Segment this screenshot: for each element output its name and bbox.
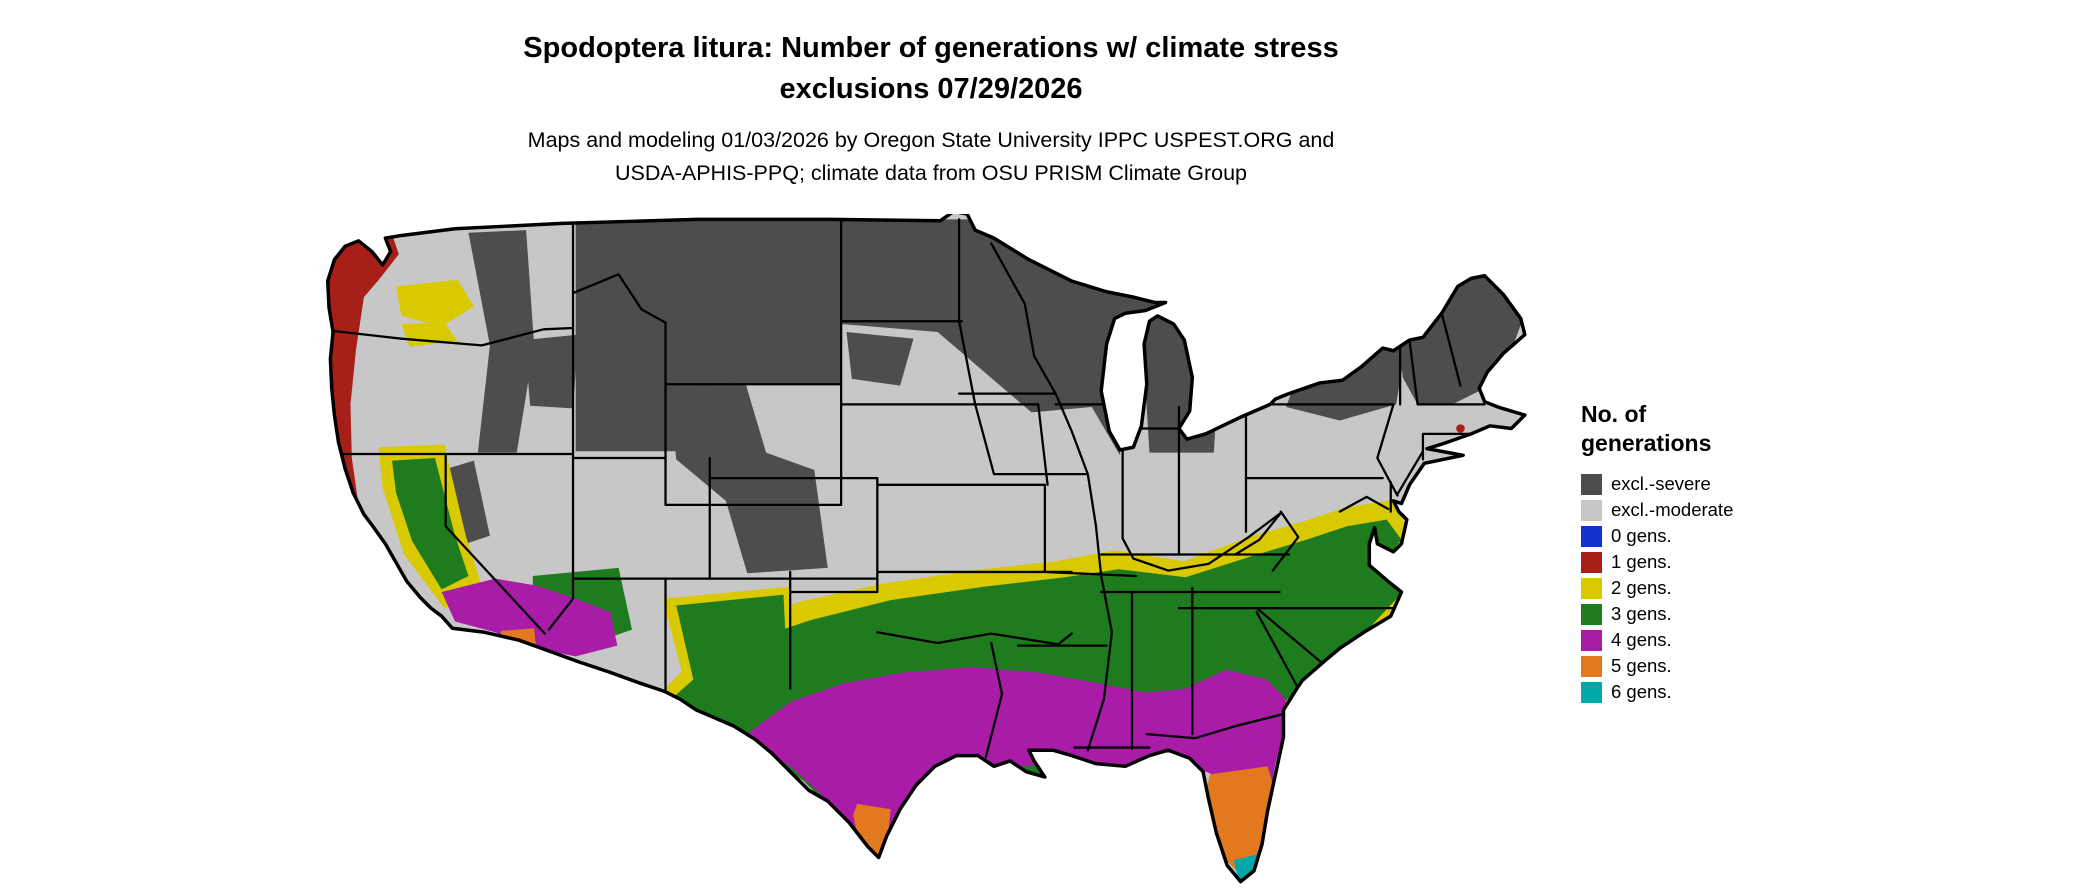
legend-label-gens6: 6 gens.	[1611, 681, 1672, 702]
map-fill-layers	[327, 214, 1525, 882]
legend-item-excl_moderate: excl.-moderate	[1581, 497, 1733, 523]
legend-label-gens4: 4 gens.	[1611, 629, 1672, 650]
legend-swatch-gens4	[1581, 629, 1602, 651]
legend-item-gens0: 0 gens.	[1581, 523, 1733, 549]
legend-label-gens3: 3 gens.	[1611, 603, 1672, 624]
legend-item-gens3: 3 gens.	[1581, 601, 1733, 627]
legend-label-gens1: 1 gens.	[1611, 551, 1672, 572]
map-title: Spodoptera litura: Number of generations…	[0, 28, 1862, 110]
map-title-line1: Spodoptera litura: Number of generations…	[523, 32, 1339, 64]
legend-title-line1: No. of	[1581, 401, 1647, 427]
legend-item-gens1: 1 gens.	[1581, 549, 1733, 575]
legend-swatch-gens6	[1581, 681, 1602, 703]
legend-swatch-gens2	[1581, 577, 1602, 599]
map-subtitle-line2: USDA-APHIS-PPQ; climate data from OSU PR…	[614, 161, 1248, 185]
us-map-svg	[325, 214, 1527, 884]
map-subtitle-line1: Maps and modeling 01/03/2026 by Oregon S…	[527, 128, 1335, 152]
legend: No. of generations excl.-severe excl.-mod…	[1581, 400, 1733, 705]
legend-label-gens2: 2 gens.	[1611, 577, 1672, 598]
legend-label-excl_moderate: excl.-moderate	[1611, 499, 1734, 520]
legend-swatch-gens1	[1581, 551, 1602, 573]
legend-swatch-excl_severe	[1581, 473, 1602, 495]
us-outline	[325, 214, 1527, 884]
map-subtitle: Maps and modeling 01/03/2026 by Oregon S…	[0, 124, 1862, 190]
legend-item-gens5: 5 gens.	[1581, 653, 1733, 679]
legend-label-gens0: 0 gens.	[1611, 525, 1672, 546]
state-borders	[329, 218, 1486, 759]
map-title-line2: exclusions 07/29/2026	[779, 73, 1083, 105]
legend-label-excl_severe: excl.-severe	[1611, 473, 1711, 494]
legend-items: excl.-severe excl.-moderate 0 gens. 1 gens.…	[1581, 471, 1733, 705]
legend-label-gens5: 5 gens.	[1611, 655, 1672, 676]
us-generations-map	[321, 214, 1561, 891]
legend-item-gens4: 4 gens.	[1581, 627, 1733, 653]
legend-swatch-excl_moderate	[1581, 499, 1602, 521]
legend-swatch-gens0	[1581, 525, 1602, 547]
legend-title-line2: generations	[1581, 430, 1712, 456]
legend-title: No. of generations	[1581, 400, 1733, 458]
legend-swatch-gens3	[1581, 603, 1602, 625]
legend-item-excl_severe: excl.-severe	[1581, 471, 1733, 497]
legend-swatch-gens5	[1581, 655, 1602, 677]
legend-item-gens6: 6 gens.	[1581, 679, 1733, 705]
legend-item-gens2: 2 gens.	[1581, 575, 1733, 601]
